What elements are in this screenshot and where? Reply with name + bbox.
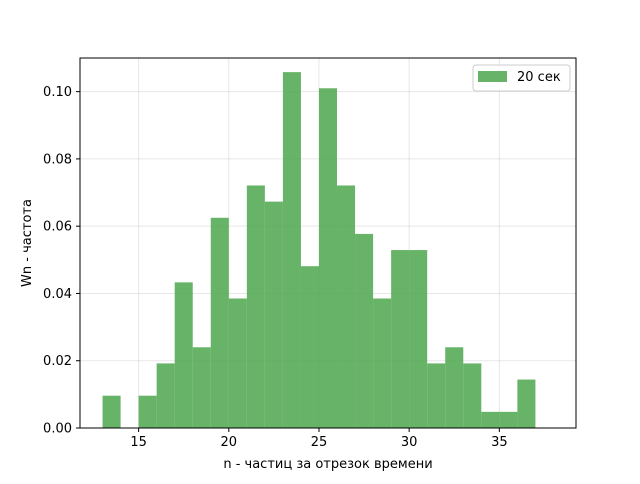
y-tick-label: 0.10 bbox=[43, 85, 72, 100]
y-tick-label: 0.02 bbox=[43, 354, 72, 369]
histogram-bar bbox=[282, 72, 301, 429]
y-tick-label: 0.08 bbox=[43, 152, 72, 167]
legend-label: 20 сек bbox=[517, 70, 561, 85]
histogram-bar bbox=[264, 201, 283, 428]
histogram-bar bbox=[463, 363, 482, 428]
histogram-bar bbox=[373, 298, 392, 428]
x-tick-label: 15 bbox=[130, 435, 147, 450]
histogram-bar bbox=[138, 395, 157, 428]
y-axis-label: Wn - частота bbox=[20, 199, 35, 287]
ticks-layer: 15 20 25 30 35 0.00 0.02 0.04 0.06 0.08 0.10 bbox=[43, 85, 508, 450]
histogram-bar bbox=[409, 250, 428, 428]
histogram-bar bbox=[318, 88, 338, 428]
y-tick-label: 0.06 bbox=[43, 220, 72, 235]
histogram-bar bbox=[481, 411, 500, 428]
histogram-bar bbox=[391, 250, 410, 428]
x-tick-label: 25 bbox=[311, 435, 328, 450]
plot-frame bbox=[79, 57, 577, 429]
histogram-bar bbox=[337, 185, 356, 428]
x-axis-label: n - частиц за отрезок времени bbox=[223, 457, 432, 472]
legend-swatch bbox=[478, 71, 507, 82]
histogram-bar bbox=[210, 217, 229, 428]
x-tick-label: 30 bbox=[401, 435, 418, 450]
x-tick-label: 20 bbox=[221, 435, 238, 450]
y-tick-label: 0.04 bbox=[43, 287, 72, 302]
histogram-bar bbox=[300, 266, 319, 428]
histogram-bar bbox=[192, 347, 211, 428]
histogram-bar bbox=[174, 282, 193, 428]
legend: 20 сек bbox=[472, 64, 571, 92]
x-tick-label: 35 bbox=[491, 435, 508, 450]
histogram-bar bbox=[427, 363, 446, 428]
histogram-bar bbox=[355, 233, 374, 428]
bars-layer bbox=[102, 72, 536, 429]
histogram-bar bbox=[445, 347, 464, 428]
histogram-bar bbox=[156, 363, 175, 428]
y-tick-label: 0.00 bbox=[43, 422, 72, 437]
histogram-bar bbox=[228, 298, 247, 428]
histogram-bar bbox=[246, 185, 265, 428]
histogram-bar bbox=[499, 411, 518, 428]
histogram-bar bbox=[102, 395, 121, 428]
histogram-bar bbox=[517, 379, 536, 428]
